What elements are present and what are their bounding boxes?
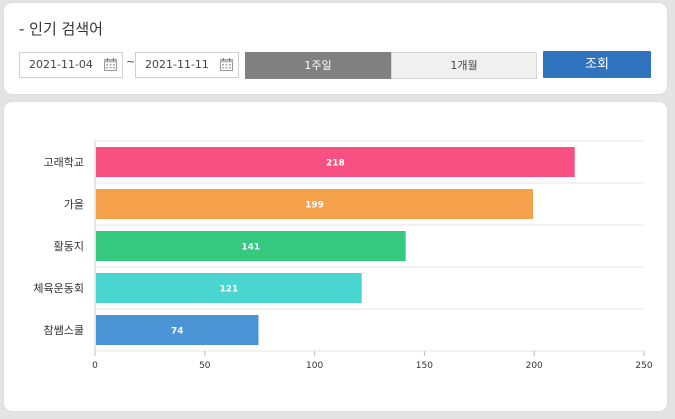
x-tick-label: 250 — [635, 361, 652, 371]
category-label: 고래학교 — [44, 156, 84, 169]
bar — [96, 231, 406, 261]
x-tick-label: 0 — [92, 361, 98, 371]
end-date-value: 2021-11-11 — [145, 58, 209, 71]
category-label: 참쌤스쿨 — [44, 324, 84, 337]
calendar-icon[interactable] — [103, 57, 118, 72]
bar-value-label: 218 — [326, 159, 345, 169]
start-date-field[interactable]: 2021-11-04 — [19, 52, 123, 78]
bar-value-label: 199 — [305, 201, 324, 211]
bar-chart: 0 50 100 150 200 250 고래학교 218 가을 199 활동지 141 체육운동회 12… — [33, 140, 653, 371]
period-1-week-tab[interactable]: 1주일 — [245, 52, 391, 79]
date-range-separator: ~ — [126, 55, 136, 68]
bar-value-label: 74 — [171, 327, 184, 337]
bar — [96, 189, 534, 219]
x-tick-label: 50 — [199, 361, 211, 371]
bar-value-label: 121 — [219, 285, 238, 295]
bar — [96, 147, 575, 177]
x-tick-label: 100 — [306, 361, 323, 371]
start-date-value: 2021-11-04 — [29, 58, 93, 71]
x-tick-label: 150 — [416, 361, 433, 371]
section-title: - 인기 검색어 — [19, 20, 103, 38]
bar-value-label: 141 — [241, 243, 260, 253]
search-button[interactable]: 조회 — [543, 51, 651, 78]
period-1-month-tab[interactable]: 1개월 — [391, 52, 537, 79]
bar — [96, 273, 362, 303]
x-tick-label: 200 — [526, 361, 543, 371]
category-label: 활동지 — [54, 239, 84, 253]
calendar-icon[interactable] — [219, 57, 234, 72]
bar — [96, 315, 259, 345]
category-label: 가을 — [64, 198, 84, 211]
filter-panel: - 인기 검색어 2021-11-04 ~ 2021-11-11 — [4, 3, 667, 94]
end-date-field[interactable]: 2021-11-11 — [135, 52, 239, 78]
category-label: 체육운동회 — [33, 282, 84, 295]
chart-panel: 0 50 100 150 200 250 고래학교 218 가을 199 활동지 141 체육운동회 12… — [4, 102, 667, 411]
